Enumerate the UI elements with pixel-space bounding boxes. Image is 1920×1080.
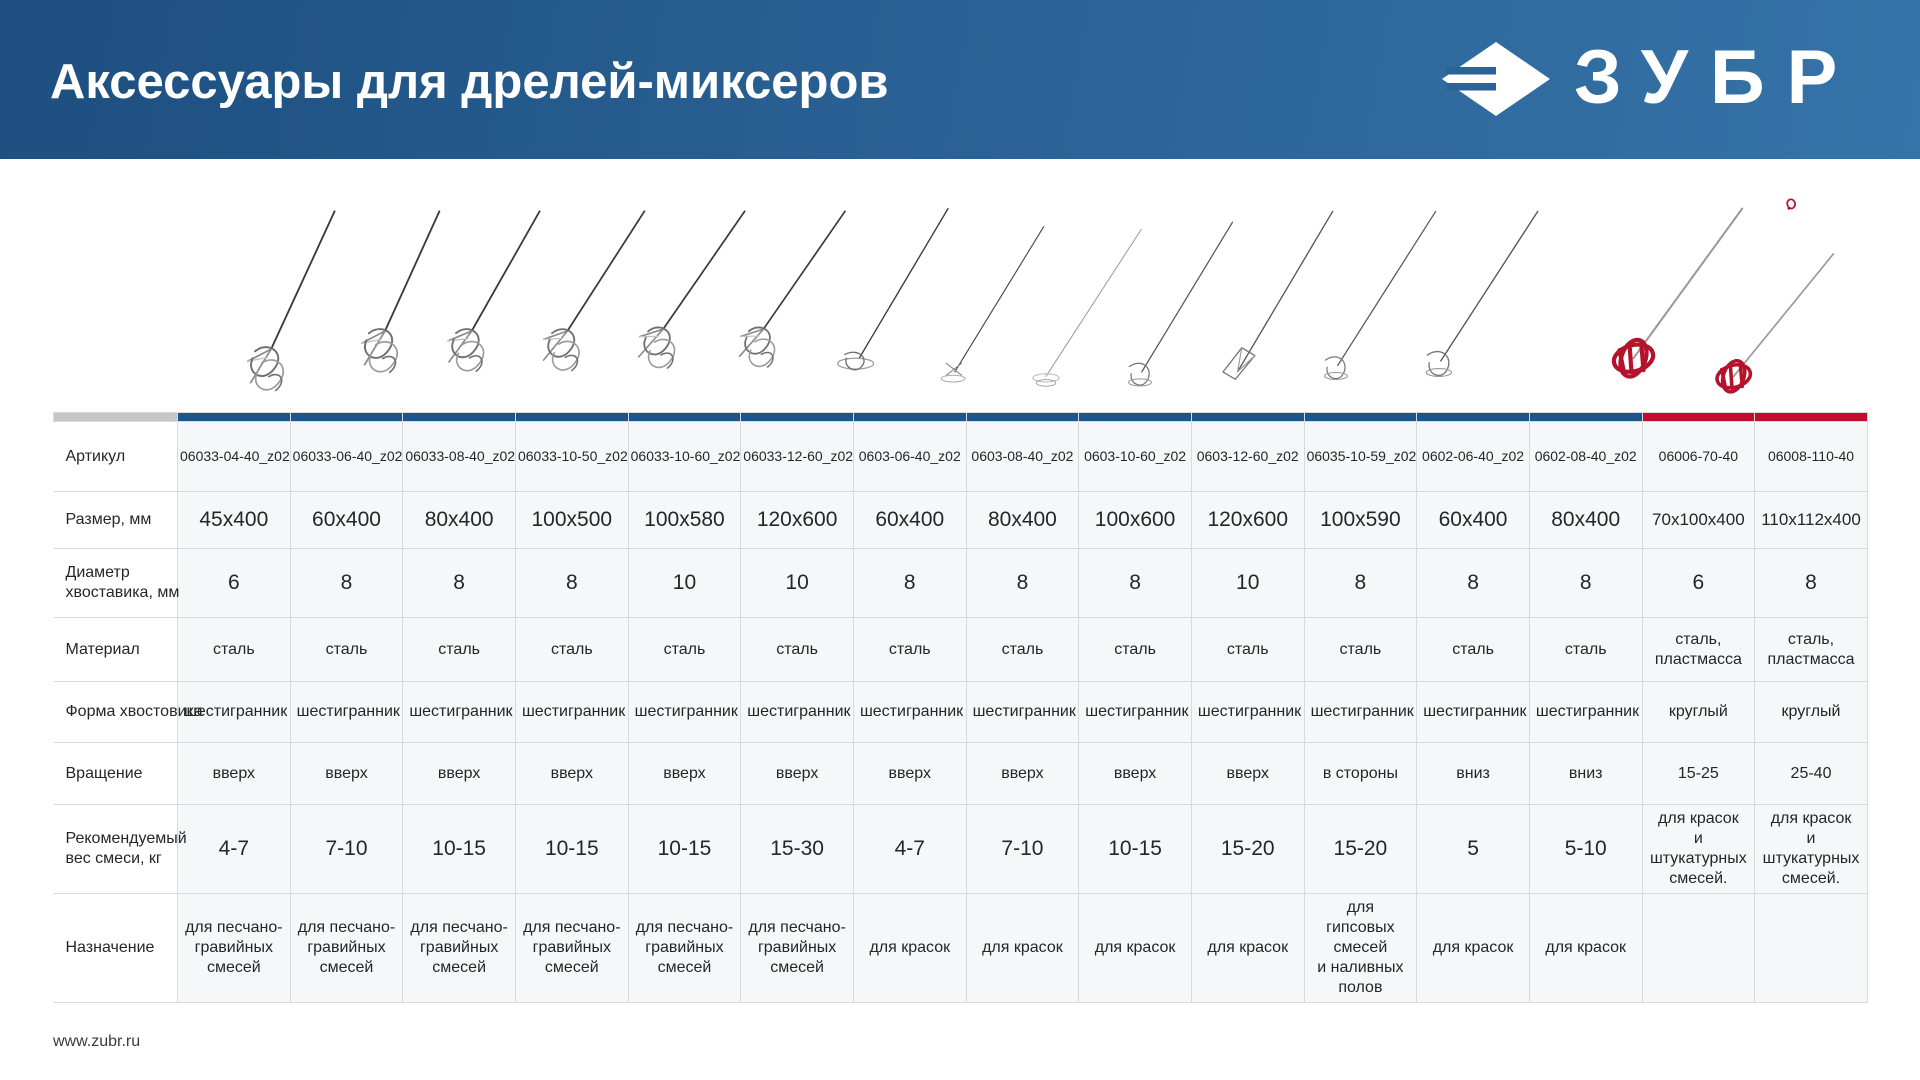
svg-text:ЗУБР: ЗУБР — [1574, 36, 1859, 120]
